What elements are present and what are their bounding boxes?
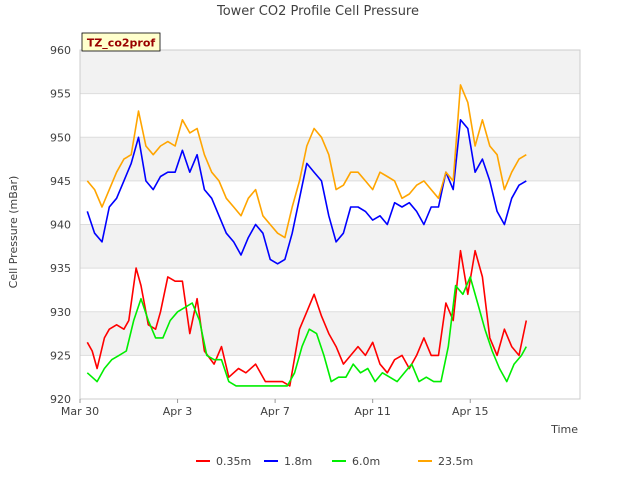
site-tag: TZ_co2prof bbox=[81, 32, 161, 52]
legend-label: 6.0m bbox=[352, 455, 380, 468]
site-tag-label: TZ_co2prof bbox=[87, 37, 156, 50]
y-tick-label: 920 bbox=[50, 393, 71, 406]
series-line-0.35m bbox=[86, 249, 528, 387]
y-tick-label: 960 bbox=[50, 44, 71, 57]
x-axis: Mar 30 Apr 3 Apr 7 Apr 11 Apr 15 bbox=[61, 399, 489, 418]
legend-item: 0.35m bbox=[196, 455, 251, 468]
y-tick-label: 945 bbox=[50, 175, 71, 188]
y-axis-label: Cell Pressure (mBar) bbox=[7, 176, 20, 289]
series-line-23.5m bbox=[86, 84, 527, 239]
y-tick-label: 935 bbox=[50, 262, 71, 275]
plot-area bbox=[79, 49, 581, 400]
plot-border bbox=[79, 49, 581, 400]
legend-item: 6.0m bbox=[332, 455, 380, 468]
plot-band bbox=[80, 311, 580, 356]
legend-item: 23.5m bbox=[418, 455, 473, 468]
x-tick-label: Apr 15 bbox=[452, 405, 489, 418]
y-tick-label: 955 bbox=[50, 88, 71, 101]
x-tick-label: Apr 11 bbox=[354, 405, 391, 418]
legend-label: 0.35m bbox=[216, 455, 251, 468]
y-tick-label: 930 bbox=[50, 306, 71, 319]
legend-item: 1.8m bbox=[264, 455, 312, 468]
legend: 0.35m 1.8m 6.0m 23.5m bbox=[196, 455, 473, 468]
x-tick-label: Apr 7 bbox=[260, 405, 290, 418]
series-line-1.8m bbox=[86, 119, 527, 265]
legend-label: 23.5m bbox=[438, 455, 473, 468]
y-tick-label: 940 bbox=[50, 219, 71, 232]
x-tick-label: Mar 30 bbox=[61, 405, 99, 418]
x-tick-label: Apr 3 bbox=[163, 405, 193, 418]
plot-band bbox=[80, 224, 580, 269]
legend-label: 1.8m bbox=[284, 455, 312, 468]
y-tick-label: 950 bbox=[50, 131, 71, 144]
series-line-6.0m bbox=[86, 276, 528, 387]
x-axis-label: Time bbox=[550, 423, 578, 436]
chart-title: Tower CO2 Profile Cell Pressure bbox=[216, 4, 419, 19]
series-lines bbox=[86, 84, 528, 387]
site-tag-box bbox=[81, 32, 161, 52]
y-axis: 920 925 930 935 940 945 950 955 960 bbox=[50, 44, 71, 406]
y-tick-label: 925 bbox=[50, 349, 71, 362]
plot-band bbox=[80, 50, 580, 94]
